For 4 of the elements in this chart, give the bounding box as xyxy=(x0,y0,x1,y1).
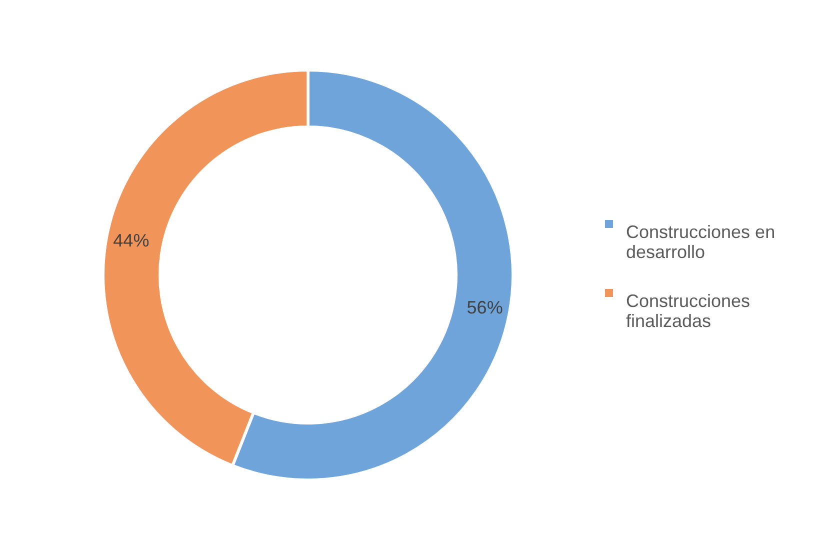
legend-label: Construcciones finalizadas xyxy=(626,291,750,331)
legend-label: Construcciones en desarrollo xyxy=(626,222,776,262)
data-label: 44% xyxy=(113,230,150,250)
data-label: 56% xyxy=(466,298,503,318)
